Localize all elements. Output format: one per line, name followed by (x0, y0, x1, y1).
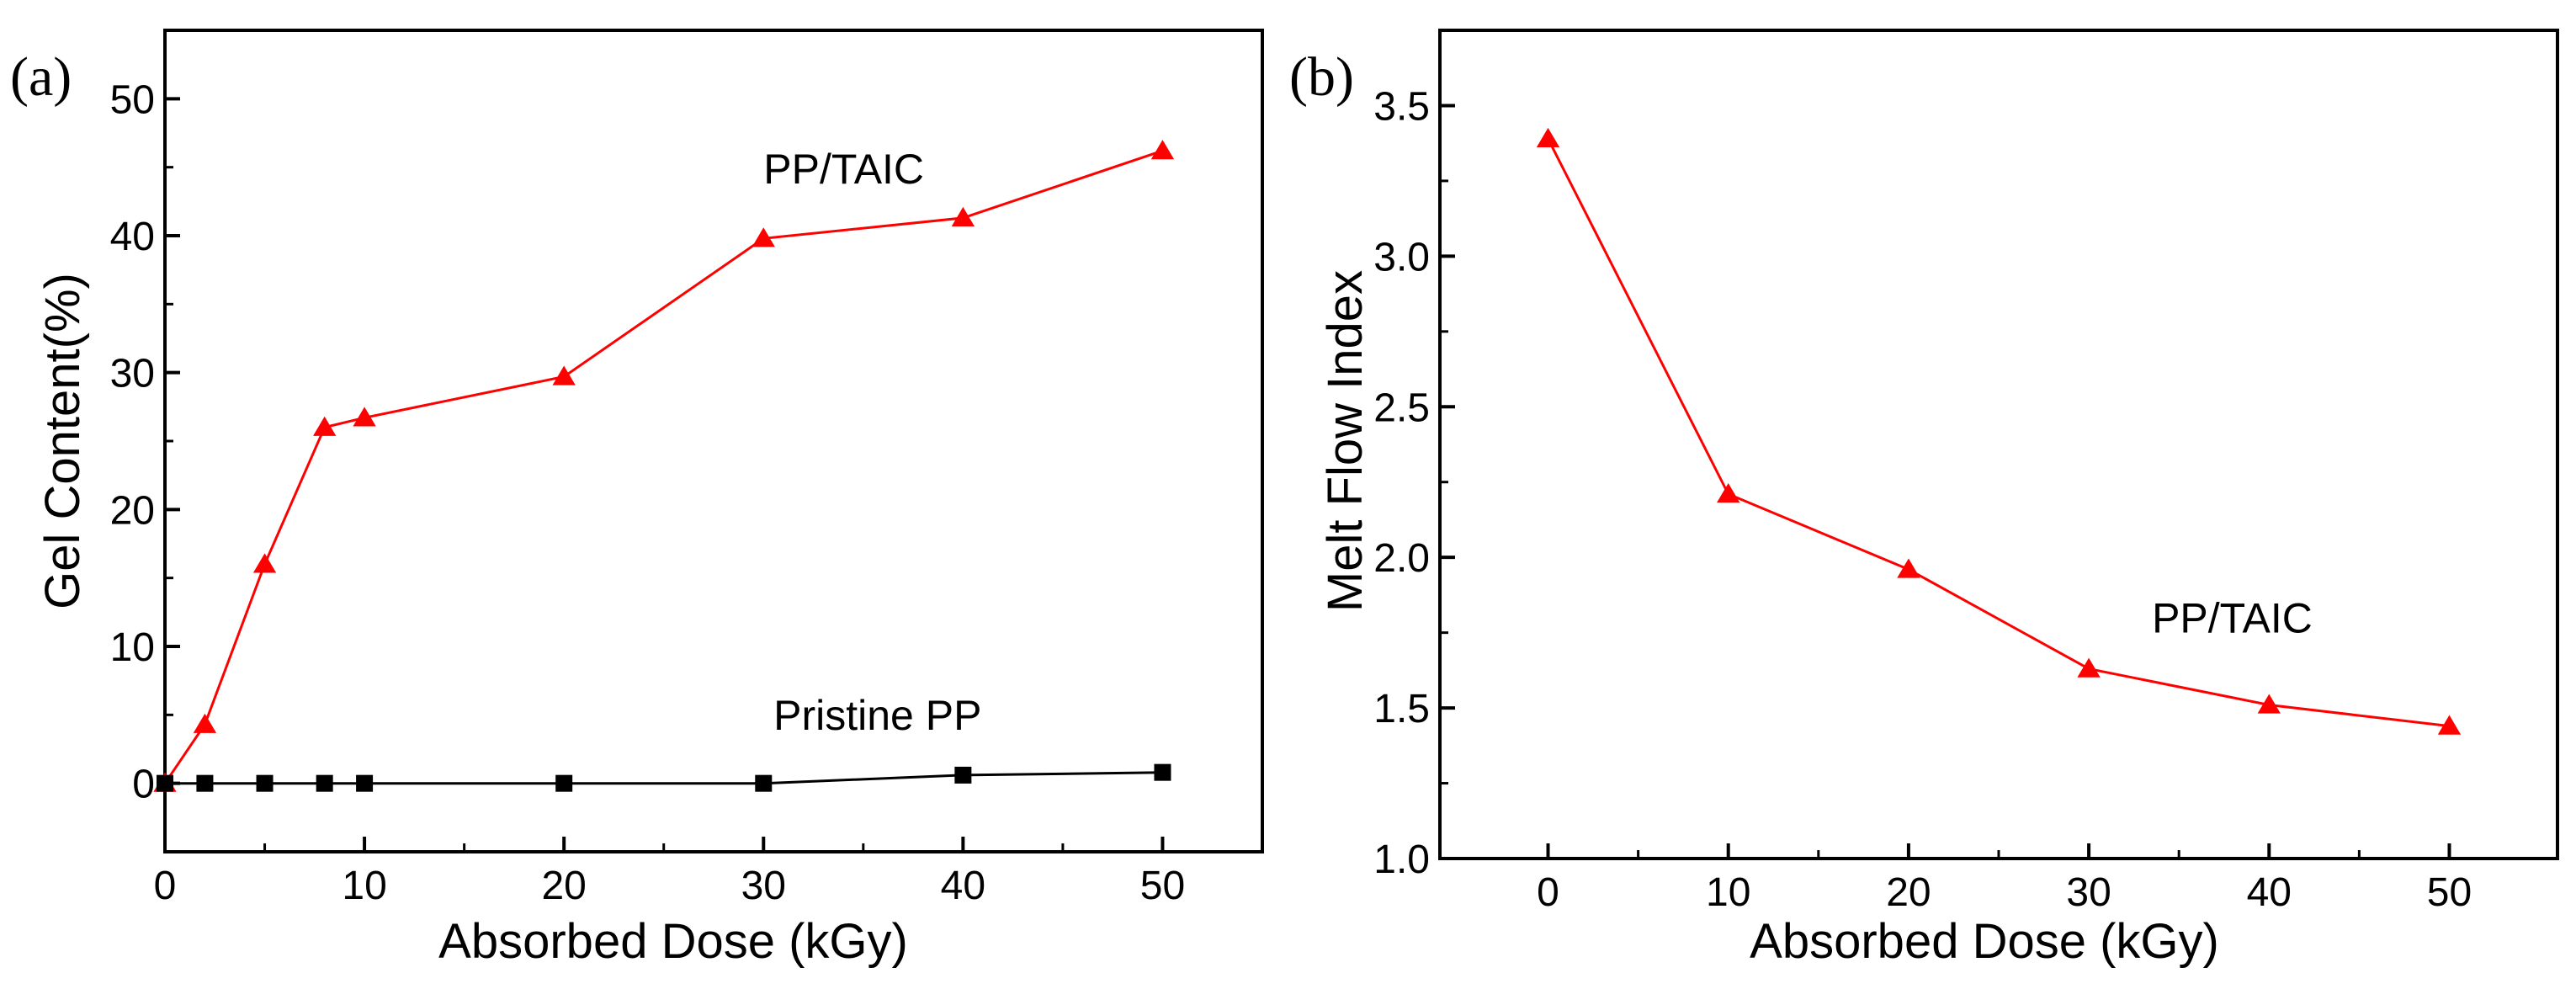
panel-label-a: (a) (10, 46, 72, 108)
y-axis-label-a: Gel Content(%) (35, 273, 90, 609)
y-tick-label-a-1: 10 (110, 625, 155, 670)
y-tick-label-a-3: 30 (110, 352, 155, 396)
data-point-a-pristine-pp-7 (954, 766, 972, 784)
x-tick-label-b-0: 0 (1537, 870, 1559, 915)
x-tick-label-b-3: 30 (2066, 870, 2111, 915)
series-line-a-pristine-pp (165, 771, 1163, 785)
data-point-a-pristine-pp-2 (256, 774, 274, 792)
series-line-b-pp-taic (1547, 138, 2450, 728)
data-point-a-pp-taic-3 (313, 416, 337, 436)
series-annotation-a-pp-taic: PP/TAIC (763, 146, 924, 193)
y-tick-label-b-3: 2.5 (1373, 385, 1430, 430)
data-point-a-pristine-pp-6 (755, 774, 773, 792)
x-axis-label-a: Absorbed Dose (kGy) (438, 914, 908, 969)
data-point-b-pp-taic-4 (2257, 694, 2281, 714)
data-point-a-pristine-pp-3 (316, 774, 333, 792)
x-axis-label-b: Absorbed Dose (kGy) (1750, 914, 2219, 969)
panel-label-b: (b) (1289, 46, 1354, 108)
data-point-a-pristine-pp-0 (157, 774, 173, 792)
x-tick-label-a-5: 50 (1140, 864, 1185, 908)
data-point-a-pp-taic-2 (252, 553, 277, 573)
data-point-a-pristine-pp-5 (555, 774, 573, 792)
y-tick-label-a-2: 20 (110, 488, 155, 533)
y-tick-label-a-0: 0 (132, 763, 155, 807)
x-tick-label-b-1: 10 (1706, 870, 1750, 915)
axes-b: 0 10 20 30 40 50 1.0 1.5 2.0 2.5 3.0 3.5 (1373, 84, 2472, 915)
y-tick-label-b-1: 1.5 (1373, 687, 1430, 731)
y-tick-label-b-0: 1.0 (1373, 837, 1430, 882)
data-point-a-pp-taic-8 (1150, 140, 1175, 160)
y-tick-label-a-4: 40 (110, 215, 155, 259)
chart-panel-a: 0 10 20 30 40 50 0 10 20 30 40 50 PP/TAIC Pristine P… (10, 29, 1264, 969)
y-tick-label-b-4: 3.0 (1373, 235, 1430, 279)
data-point-a-pp-taic-1 (193, 713, 217, 733)
series-a: PP/TAIC Pristine PP (153, 140, 1175, 792)
series-b: PP/TAIC (1536, 127, 2462, 735)
x-tick-label-a-2: 20 (541, 864, 586, 908)
x-tick-label-a-3: 30 (741, 864, 786, 908)
data-point-b-pp-taic-0 (1536, 127, 1560, 147)
y-tick-label-b-5: 3.5 (1373, 84, 1430, 129)
data-point-b-pp-taic-1 (1717, 483, 1740, 503)
x-tick-label-b-2: 20 (1886, 870, 1931, 915)
data-point-a-pristine-pp-1 (196, 774, 214, 792)
x-tick-label-a-0: 0 (154, 864, 177, 908)
y-tick-label-a-5: 50 (110, 77, 155, 122)
y-axis-label-b: Melt Flow Index (1318, 270, 1373, 612)
data-point-a-pp-taic-6 (752, 227, 775, 247)
data-point-a-pp-taic-7 (951, 206, 975, 226)
series-line-a-pp-taic (163, 149, 1163, 784)
x-tick-label-a-4: 40 (941, 864, 985, 908)
data-point-b-pp-taic-2 (1897, 558, 1920, 578)
plot-frame-b (1438, 29, 2559, 860)
axes-a: 0 10 20 30 40 50 0 10 20 30 40 50 (110, 77, 1186, 908)
x-tick-label-b-4: 40 (2247, 870, 2292, 915)
data-point-b-pp-taic-5 (2437, 715, 2462, 735)
data-point-a-pristine-pp-8 (1154, 763, 1171, 781)
x-tick-label-b-5: 50 (2427, 870, 2472, 915)
data-point-a-pp-taic-5 (552, 365, 576, 385)
plot-frame-a (163, 29, 1264, 853)
y-tick-label-b-2: 2.0 (1373, 536, 1430, 581)
data-point-a-pristine-pp-4 (356, 774, 374, 792)
data-point-b-pp-taic-3 (2077, 657, 2101, 678)
chart-panel-b: 0 10 20 30 40 50 1.0 1.5 2.0 2.5 3.0 3.5 PP/TAIC (b… (1289, 29, 2559, 969)
data-point-a-pp-taic-4 (353, 407, 376, 427)
x-tick-label-a-1: 10 (342, 864, 386, 908)
series-annotation-a-pristine-pp: Pristine PP (773, 692, 981, 739)
series-annotation-b-pp-taic: PP/TAIC (2152, 595, 2313, 642)
